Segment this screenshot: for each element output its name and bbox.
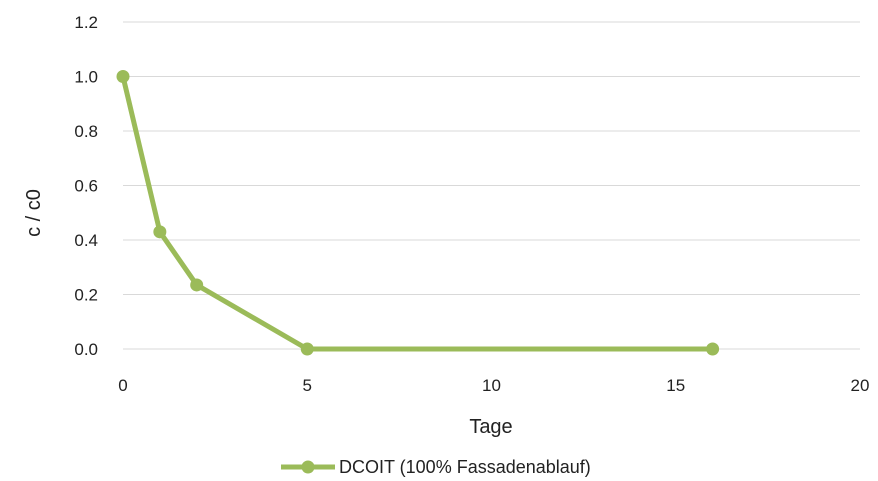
y-axis-title: c / c0 <box>23 189 45 237</box>
legend-marker <box>301 460 315 474</box>
legend: DCOIT (100% Fassadenablauf) <box>281 457 591 477</box>
data-point <box>300 342 314 356</box>
gridlines <box>123 21 860 350</box>
series-line-0 <box>120 74 716 352</box>
x-tick-label: 20 <box>851 376 870 395</box>
x-axis-title: Tage <box>469 416 512 438</box>
y-tick-label: 0.2 <box>74 286 98 305</box>
x-tick-labels: 0 5 10 15 20 <box>118 376 869 395</box>
data-point <box>190 278 204 292</box>
x-tick-label: 0 <box>118 376 127 395</box>
x-tick-label: 15 <box>666 376 685 395</box>
y-tick-label: 0.8 <box>74 122 98 141</box>
y-tick-label: 1.0 <box>74 68 98 87</box>
y-tick-label: 0.0 <box>74 340 98 359</box>
data-point <box>706 342 720 356</box>
legend-label: DCOIT (100% Fassadenablauf) <box>339 457 591 477</box>
series-layer <box>116 70 720 356</box>
y-tick-label: 0.6 <box>74 177 98 196</box>
data-point <box>116 70 130 83</box>
x-tick-label: 5 <box>303 376 312 395</box>
data-point <box>153 225 167 239</box>
y-tick-label: 1.2 <box>74 13 98 32</box>
x-tick-label: 10 <box>482 376 501 395</box>
y-tick-label: 0.4 <box>74 231 98 250</box>
y-tick-labels: 0.0 0.2 0.4 0.6 0.8 1.0 1.2 <box>74 13 98 359</box>
